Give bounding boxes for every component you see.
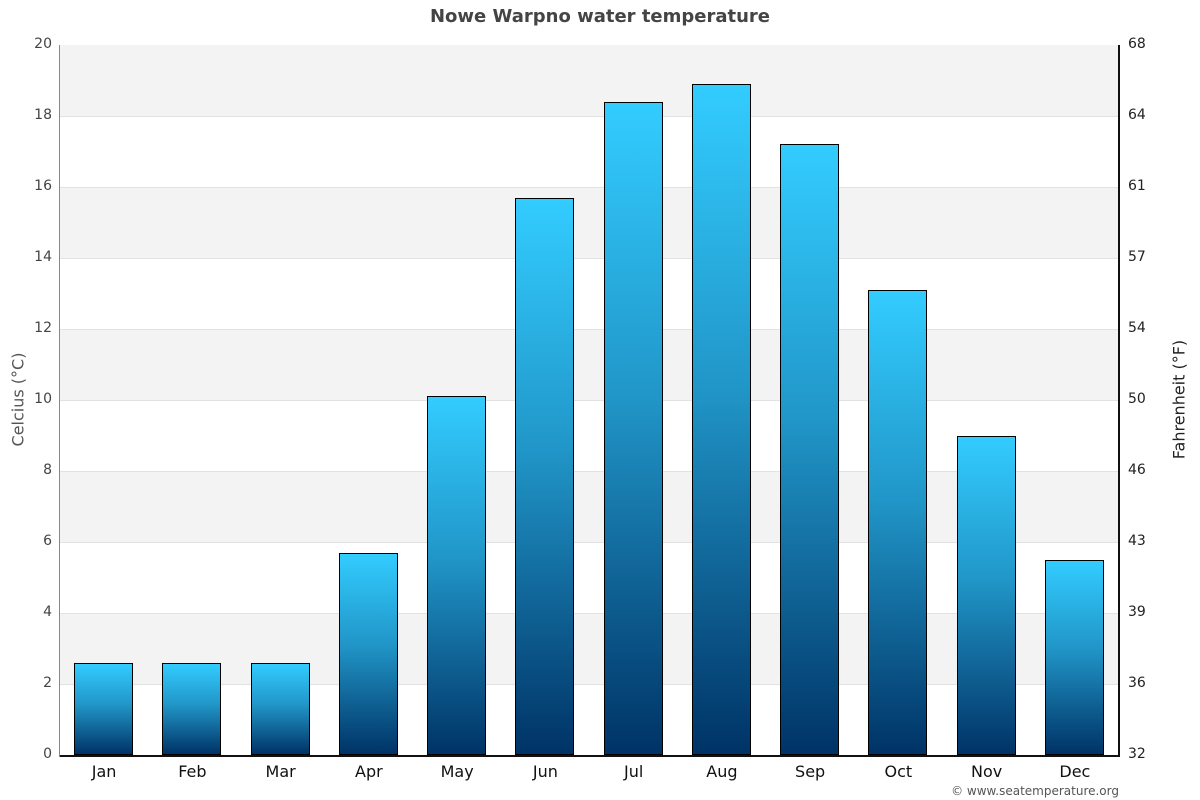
left-axis-line (59, 45, 60, 757)
bar-dec[interactable] (1044, 559, 1104, 755)
y-tick-label: 12 (34, 320, 52, 336)
y2-tick-label: 32 (1128, 746, 1146, 762)
grid-band (60, 613, 1119, 684)
y-tick-label: 0 (43, 746, 52, 762)
bar-jun[interactable] (515, 197, 575, 755)
grid-band (60, 116, 1119, 187)
x-tick-label: Jan (91, 762, 117, 781)
bar-feb[interactable] (162, 662, 222, 755)
right-axis-label: Fahrenheit (°F) (1169, 339, 1189, 460)
x-tick-label: Feb (178, 762, 207, 781)
gridline (60, 684, 1119, 685)
gridline (60, 187, 1119, 188)
y-tick-label: 14 (34, 249, 52, 265)
y-tick-label: 8 (43, 462, 52, 478)
right-axis-line (1118, 45, 1120, 757)
plot-area (60, 45, 1119, 755)
bar-oct[interactable] (868, 289, 928, 755)
grid-band (60, 258, 1119, 329)
y2-tick-label: 36 (1128, 675, 1146, 691)
grid-band (60, 400, 1119, 471)
x-tick-label: Jul (623, 762, 644, 781)
gridline (60, 400, 1119, 401)
y-tick-label: 2 (43, 675, 52, 691)
bar-aug[interactable] (691, 84, 751, 755)
bar-nov[interactable] (956, 435, 1016, 755)
y-tick-label: 16 (34, 178, 52, 194)
y2-tick-label: 43 (1128, 533, 1146, 549)
x-tick-label: Dec (1059, 762, 1091, 781)
grid-band (60, 471, 1119, 542)
y2-tick-label: 57 (1128, 249, 1146, 265)
bar-may[interactable] (427, 396, 487, 755)
y2-tick-label: 64 (1128, 107, 1146, 123)
x-axis-line (60, 755, 1120, 757)
bar-jan[interactable] (74, 662, 134, 755)
y2-tick-label: 50 (1128, 391, 1146, 407)
grid-band (60, 45, 1119, 116)
y2-tick-label: 68 (1128, 36, 1146, 52)
bar-sep[interactable] (780, 144, 840, 755)
gridline (60, 471, 1119, 472)
x-tick-label: Nov (971, 762, 1003, 781)
x-tick-label: Oct (884, 762, 913, 781)
chart-title: Nowe Warpno water temperature (429, 6, 771, 27)
gridline (60, 613, 1119, 614)
left-axis-label: Celcius (°C) (8, 352, 28, 447)
grid-band (60, 542, 1119, 613)
bar-jul[interactable] (603, 101, 663, 755)
y-tick-label: 20 (34, 36, 52, 52)
gridline (60, 258, 1119, 259)
y-tick-label: 10 (34, 391, 52, 407)
y2-tick-label: 54 (1128, 320, 1146, 336)
x-tick-label: Mar (265, 762, 296, 781)
x-tick-label: Apr (355, 762, 383, 781)
source-credit: © www.seatemperature.org (951, 784, 1119, 798)
bar-mar[interactable] (250, 662, 310, 755)
x-tick-label: Sep (795, 762, 826, 781)
grid-band (60, 187, 1119, 258)
x-tick-label: May (440, 762, 474, 781)
grid-band (60, 684, 1119, 755)
y2-tick-label: 46 (1128, 462, 1146, 478)
x-tick-label: Aug (706, 762, 738, 781)
gridline (60, 542, 1119, 543)
y2-tick-label: 39 (1128, 604, 1146, 620)
x-tick-label: Jun (532, 762, 558, 781)
y-tick-label: 6 (43, 533, 52, 549)
y2-tick-label: 61 (1128, 178, 1146, 194)
gridline (60, 116, 1119, 117)
y-tick-label: 18 (34, 107, 52, 123)
bar-apr[interactable] (338, 552, 398, 755)
gridline (60, 329, 1119, 330)
y-tick-label: 4 (43, 604, 52, 620)
grid-band (60, 329, 1119, 400)
